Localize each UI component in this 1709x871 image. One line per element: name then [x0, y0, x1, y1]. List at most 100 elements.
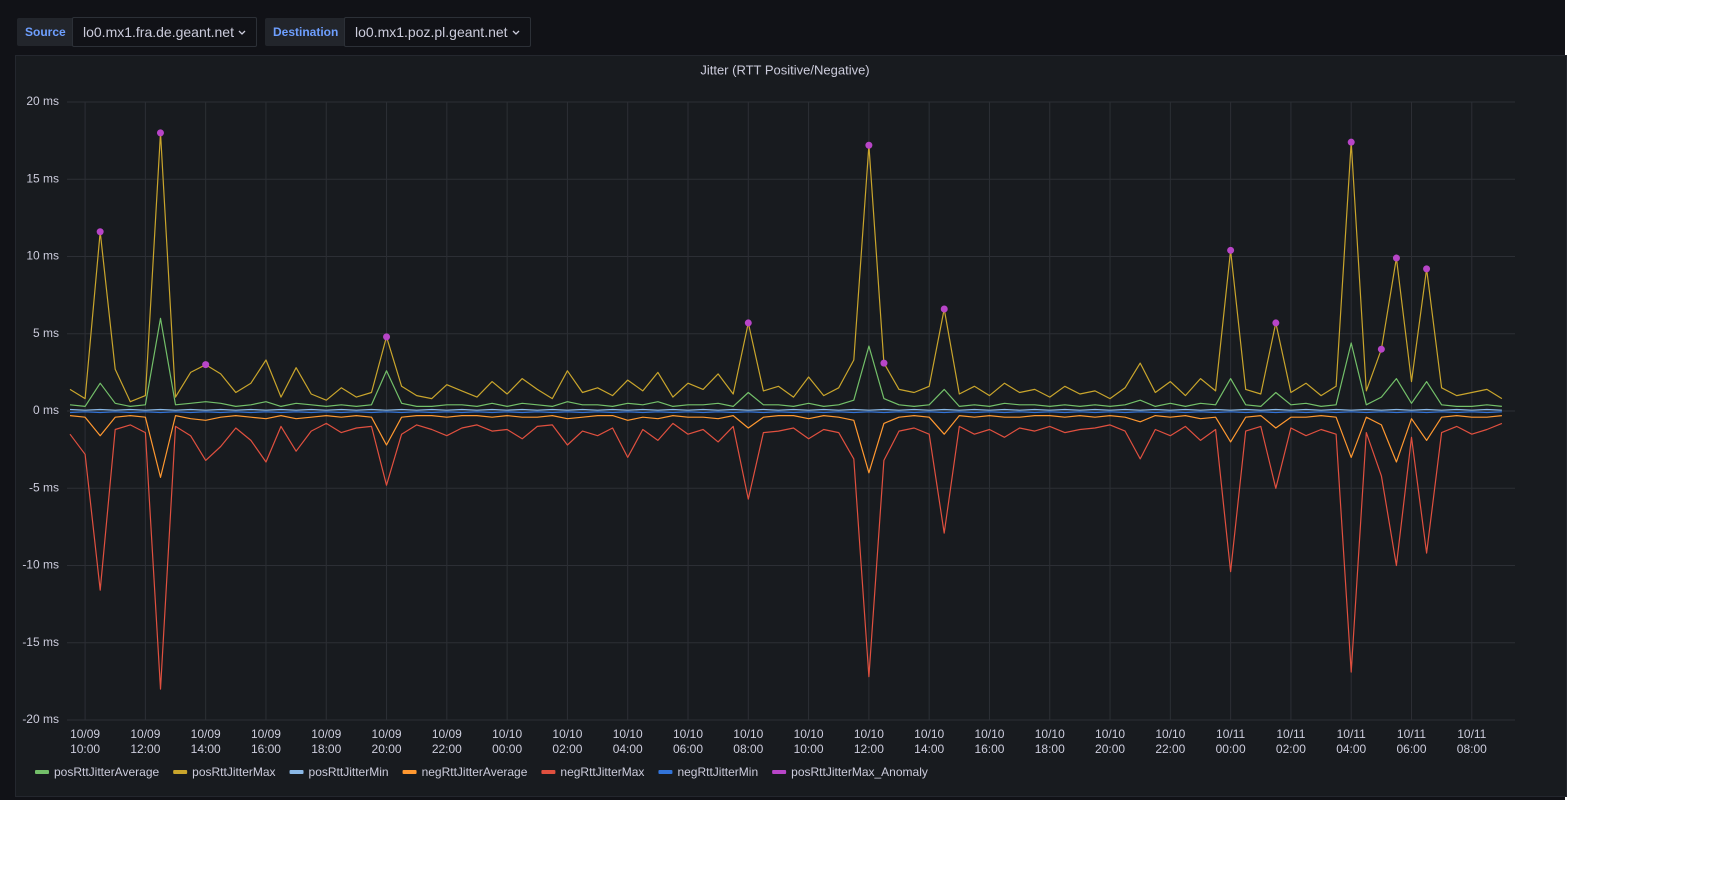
x-tick-label: 10/09 22:00 [432, 727, 462, 756]
panel [15, 55, 1567, 797]
chart-title: Jitter (RTT Positive/Negative) [700, 62, 869, 77]
anomaly-point [865, 141, 873, 149]
anomaly-point [1272, 319, 1280, 327]
x-tick-line: 12:00 [130, 742, 160, 756]
x-tick-line: 18:00 [311, 742, 341, 756]
x-tick-line: 00:00 [492, 742, 522, 756]
y-tick-label: 15 ms [26, 171, 59, 185]
anomaly-point [744, 319, 752, 327]
x-tick-line: 10/10 [974, 727, 1004, 741]
x-tick-line: 10/10 [673, 727, 703, 741]
anomaly-point [383, 333, 391, 341]
y-tick-label: -20 ms [22, 712, 59, 726]
legend-label: negRttJitterAverage [422, 765, 528, 779]
series-line [69, 408, 1502, 411]
legend-swatch [402, 770, 417, 774]
x-tick-line: 10/10 [552, 727, 582, 741]
x-tick-line: 10/09 [130, 727, 160, 741]
x-tick-line: 10/10 [914, 727, 944, 741]
x-tick-label: 10/10 02:00 [552, 727, 582, 756]
x-tick-label: 10/10 10:00 [794, 727, 824, 756]
x-tick-line: 14:00 [914, 742, 944, 756]
x-tick-line: 10:00 [794, 742, 824, 756]
x-tick-label: 10/10 20:00 [1095, 727, 1125, 756]
x-tick-label: 10/10 16:00 [974, 727, 1004, 756]
legend-swatch [541, 770, 556, 774]
x-tick-line: 12:00 [854, 742, 884, 756]
x-tick-line: 10/09 [251, 727, 281, 741]
series-line [69, 132, 1503, 403]
x-tick-line: 10/09 [311, 727, 341, 741]
destination-label: Destination [265, 18, 347, 46]
x-tick-line: 10/09 [191, 727, 221, 741]
x-tick-line: 14:00 [191, 742, 221, 756]
x-tick-label: 10/10 14:00 [914, 727, 944, 756]
x-tick-line: 20:00 [1095, 742, 1125, 756]
x-tick-line: 10/10 [794, 727, 824, 741]
x-tick-line: 22:00 [1155, 742, 1185, 756]
x-tick-label: 10/09 14:00 [191, 727, 221, 756]
x-tick-label: 10/09 12:00 [130, 727, 160, 756]
x-tick-line: 10:00 [70, 742, 100, 756]
destination-value: lo0.mx1.poz.pl.geant.net [355, 24, 508, 40]
y-tick-label: 0 ms [33, 403, 59, 417]
anomaly-point [940, 305, 948, 313]
x-tick-line: 08:00 [1457, 742, 1487, 756]
x-tick-line: 18:00 [1035, 742, 1065, 756]
series-line [69, 422, 1503, 690]
x-tick-label: 10/09 18:00 [311, 727, 341, 756]
x-tick-line: 20:00 [372, 742, 402, 756]
legend-swatch [772, 770, 787, 774]
source-dropdown[interactable]: lo0.mx1.fra.de.geant.net [72, 17, 257, 47]
destination-dropdown[interactable]: lo0.mx1.poz.pl.geant.net [344, 17, 531, 47]
anomaly-point [1347, 138, 1355, 146]
x-tick-line: 10/10 [613, 727, 643, 741]
y-tick-label: -10 ms [22, 558, 59, 572]
x-tick-label: 10/10 06:00 [673, 727, 703, 756]
x-tick-label: 10/09 10:00 [70, 727, 100, 756]
legend-label: negRttJitterMax [560, 765, 644, 779]
x-tick-label: 10/11 04:00 [1336, 727, 1366, 756]
series-line [69, 317, 1502, 407]
y-tick-label: 5 ms [33, 326, 59, 340]
x-tick-line: 04:00 [613, 742, 643, 756]
anomaly-point [1377, 345, 1385, 353]
x-tick-label: 10/09 16:00 [251, 727, 281, 756]
series-line [69, 411, 1502, 414]
x-tick-line: 06:00 [673, 742, 703, 756]
y-tick-label: -5 ms [29, 480, 59, 494]
legend-label: posRttJitterMin [309, 765, 389, 779]
anomaly-point [156, 129, 164, 137]
x-tick-label: 10/11 02:00 [1276, 727, 1306, 756]
x-tick-line: 10/09 [70, 727, 100, 741]
x-tick-line: 08:00 [733, 742, 763, 756]
x-tick-line: 10/10 [733, 727, 763, 741]
anomaly-point [202, 361, 210, 369]
legend-swatch [173, 770, 188, 774]
chevron [238, 30, 246, 36]
x-tick-line: 10/11 [1397, 727, 1426, 741]
legend-label: posRttJitterAverage [54, 765, 159, 779]
source-label: Source [17, 18, 74, 46]
x-tick-line: 10/11 [1216, 727, 1245, 741]
x-tick-line: 10/11 [1276, 727, 1305, 741]
x-tick-label: 10/10 00:00 [492, 727, 522, 756]
x-tick-line: 10/09 [372, 727, 402, 741]
source-value: lo0.mx1.fra.de.geant.net [83, 24, 234, 40]
dashboard: Source lo0.mx1.fra.de.geant.net Destinat… [0, 0, 1567, 800]
x-tick-line: 10/11 [1337, 727, 1366, 741]
x-tick-line: 02:00 [552, 742, 582, 756]
legend-label: negRttJitterMin [677, 765, 758, 779]
x-tick-label: 10/10 18:00 [1035, 727, 1065, 756]
anomaly-point [880, 359, 888, 367]
chevron [512, 30, 520, 36]
x-tick-line: 00:00 [1216, 742, 1246, 756]
x-tick-line: 16:00 [251, 742, 281, 756]
x-tick-line: 04:00 [1336, 742, 1366, 756]
x-tick-line: 10/10 [1095, 727, 1125, 741]
x-tick-line: 22:00 [432, 742, 462, 756]
x-tick-line: 10/10 [1155, 727, 1185, 741]
x-tick-line: 06:00 [1396, 742, 1426, 756]
anomaly-point [1423, 265, 1431, 273]
x-tick-line: 02:00 [1276, 742, 1306, 756]
